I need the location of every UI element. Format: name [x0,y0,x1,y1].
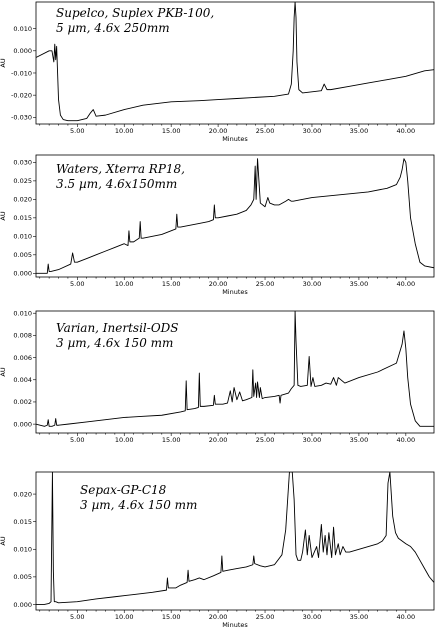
y-tick-label: 0.010 [13,310,32,318]
chromatogram-panel-2: 5.00 10.00 15.00 20.00 25.00 30.00 35.00 40.00 0… [0,154,435,296]
x-tick-label: 35.00 [350,280,369,288]
x-axis-label: Minutes [222,135,248,143]
x-tick-label: 30.00 [303,280,322,288]
y-tick-label: 0.015 [13,518,32,526]
x-tick-label: 25.00 [256,127,275,135]
y-tick-label: 0.010 [13,25,32,33]
y-tick-label: 0.010 [13,546,32,554]
x-tick-label: 40.00 [397,436,416,444]
x-tick-label: 35.00 [350,613,369,621]
y-tick-label: 0.006 [13,354,32,362]
column-label-line2: 3 µm, 4.6x 150 mm [56,336,173,350]
x-tick-label: 25.00 [256,436,275,444]
chromatogram-trace [36,2,434,122]
column-label-line2: 3 µm, 4.6x 150 mm [80,498,197,512]
column-label-line1: Supelco, Suplex PKB-100, [56,6,214,20]
chromatogram-trace [36,472,434,605]
y-tick-label: 0.000 [13,47,32,55]
x-tick-label: 35.00 [350,127,369,135]
x-tick-label: 30.00 [303,436,322,444]
x-tick-label: 20.00 [209,127,228,135]
x-tick-label: 15.00 [162,280,181,288]
x-tick-label: 15.00 [162,436,181,444]
x-tick-label: 20.00 [209,436,228,444]
x-axis-label: Minutes [222,621,248,629]
y-tick-label: 0.025 [13,177,32,185]
x-tick-label: 40.00 [397,127,416,135]
chromatogram-trace [36,158,434,274]
y-tick-label: 0.005 [13,251,32,259]
x-tick-label: 35.00 [350,436,369,444]
chromatogram-panel-1: 5.00 10.00 15.00 20.00 25.00 30.00 35.00 40.00 0… [0,1,435,143]
y-tick-label: 0.000 [13,270,32,278]
y-axis-label: AU [0,367,7,376]
column-label-line1: Waters, Xterra RP18, [56,162,185,176]
x-tick-label: 25.00 [256,280,275,288]
x-tick-label: 40.00 [397,280,416,288]
x-tick-label: 20.00 [209,613,228,621]
y-tick-label: 0.015 [13,214,32,222]
x-tick-label: 10.00 [115,436,134,444]
y-tick-label: -0.020 [11,91,32,99]
y-axis-label: AU [0,58,7,67]
plot-frame [35,154,435,278]
plot-frame [35,471,435,611]
column-label-line2: 3.5 µm, 4.6x150mm [56,177,177,191]
y-tick-label: 0.005 [13,573,32,581]
x-tick-label: 10.00 [115,127,134,135]
x-tick-label: 5.00 [70,280,84,288]
x-tick-label: 40.00 [397,613,416,621]
x-tick-label: 15.00 [162,613,181,621]
column-label-line1: Sepax-GP-C18 [80,483,167,497]
x-tick-label: 25.00 [256,613,275,621]
chromatogram-trace [36,311,434,427]
y-axis-label: AU [0,536,7,545]
column-label-line1: Varian, Inertsil-ODS [56,321,179,335]
y-tick-label: 0.004 [13,376,32,384]
y-tick-label: 0.020 [13,490,32,498]
x-tick-label: 30.00 [303,613,322,621]
x-tick-label: 10.00 [115,280,134,288]
y-tick-label: 0.020 [13,196,32,204]
y-tick-label: 0.008 [13,332,32,340]
x-tick-label: 30.00 [303,127,322,135]
x-tick-label: 5.00 [70,127,84,135]
chromatogram-panel-3: 5.00 10.00 15.00 20.00 25.00 30.00 35.00 40.00 0… [0,310,435,444]
y-tick-label: 0.000 [13,420,32,428]
y-tick-label: 0.002 [13,398,32,406]
x-tick-label: 5.00 [70,436,84,444]
x-tick-label: 20.00 [209,280,228,288]
plot-frame [35,310,435,434]
column-label-line2: 5 µm, 4.6x 250mm [56,21,170,35]
y-tick-label: -0.010 [11,69,32,77]
y-axis-label: AU [0,211,7,220]
y-tick-label: 0.010 [13,233,32,241]
chromatogram-panel-4: 5.00 10.00 15.00 20.00 25.00 30.00 35.00 40.00 0… [0,471,435,629]
y-tick-label: 0.030 [13,159,32,167]
plot-frame [35,1,435,125]
y-tick-label: 0.000 [13,601,32,609]
x-tick-label: 10.00 [115,613,134,621]
x-tick-label: 5.00 [70,613,84,621]
y-tick-label: -0.030 [11,114,32,122]
x-tick-label: 15.00 [162,127,181,135]
x-axis-label: Minutes [222,288,248,296]
